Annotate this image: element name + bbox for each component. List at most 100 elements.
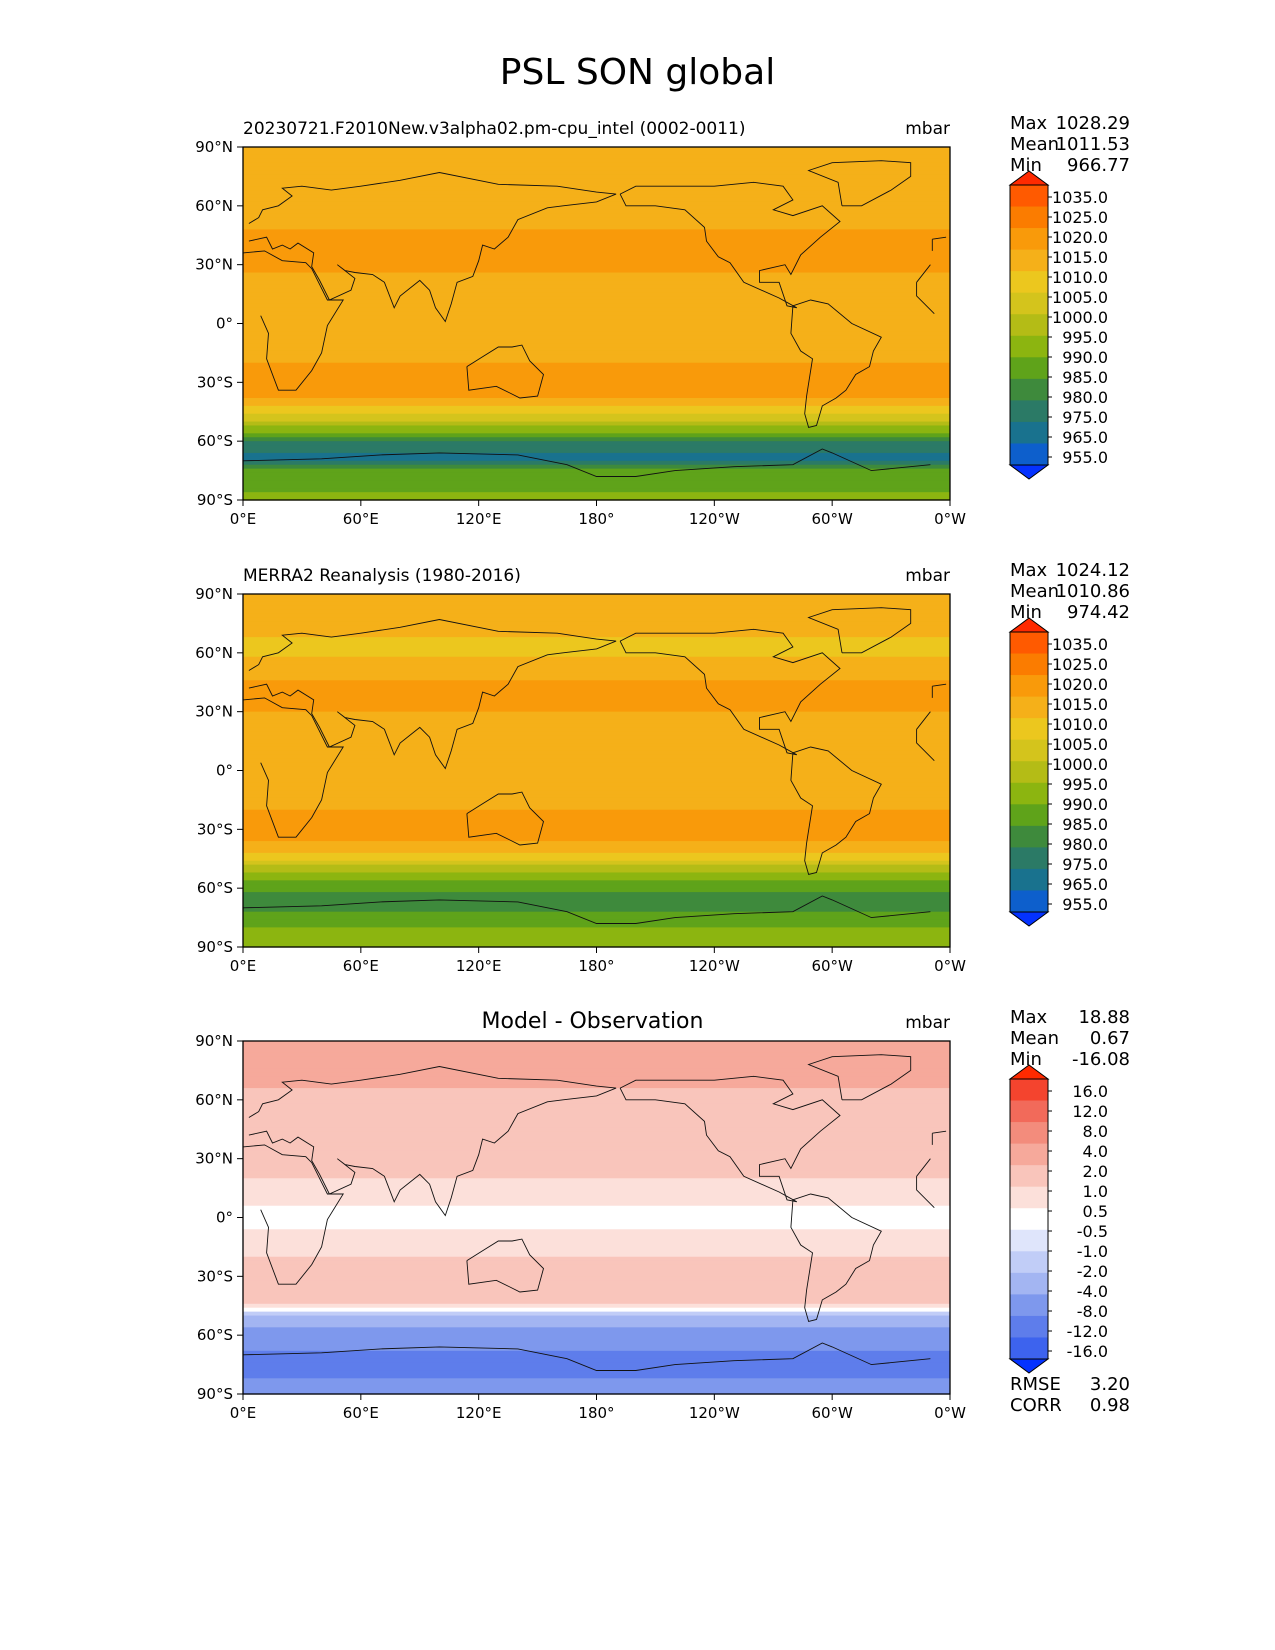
panel-model: 20230721.F2010New.v3alpha02.pm-cpu_intel… [0,110,1275,580]
model-map-colorbar-segment [1010,335,1048,358]
difference-map-band [243,1343,950,1348]
difference-map-ytick-label: 0° [216,1209,233,1227]
observation-map-band [243,837,950,842]
observation-map-band [243,860,950,866]
observation-map-colorbar-label: 975.0 [1062,855,1108,874]
observation-map-band [243,766,950,772]
difference-map-band [243,1150,950,1156]
observation-map-band [243,750,950,756]
observation-map-band [243,852,950,858]
model-map-colorbar-label: 955.0 [1062,448,1108,467]
observation-map-band [243,911,950,917]
observation-map-band [243,743,950,748]
difference-map-colorbar-label: 1.0 [1083,1182,1108,1201]
observation-map-coastline [619,628,841,756]
model-map-coastline [466,344,545,399]
difference-map-band [243,1135,950,1140]
difference-map-band [243,1225,950,1230]
observation-map-band [243,805,950,811]
difference-map-colorbar-segment [1010,1315,1048,1338]
model-map-band [243,225,950,230]
observation-map-band [243,892,950,897]
model-map-coastline [619,181,841,309]
difference-map-coastlines [242,1054,947,1371]
difference-map-coastline [807,1054,912,1101]
observation-map-ytick-label: 0° [216,762,233,780]
model-map-band [243,319,950,325]
model-map-stat-label-2: Min [1010,155,1042,176]
model-map-band [243,264,950,270]
difference-map-ytick-label: 90°S [197,1385,233,1403]
observation-map-band [243,794,950,799]
difference-map-band [243,1091,950,1097]
model-map-colorbar-bottom-extension [1008,464,1050,480]
difference-map-xtick-label: 60°E [343,1404,379,1422]
model-map-band [243,288,950,293]
model-map-band [243,256,950,262]
model-map-band [243,229,950,234]
model-map-band [243,233,950,238]
model-map-band [243,468,950,474]
difference-map-ytick-label: 60°N [195,1091,233,1109]
observation-map-band [243,711,950,717]
observation-map-band [243,813,950,819]
observation-map-coastline [248,619,947,770]
difference-map-band [243,1268,950,1274]
observation-map-band [243,605,950,611]
observation-map-colorbar-segment [1010,739,1048,762]
model-map-band [243,154,950,160]
observation-map-colorbar-label: 965.0 [1062,875,1108,894]
model-map-band [243,492,950,497]
observation-map-xtick-label: 0°W [934,957,966,975]
observation-map-ytick-label: 90°N [195,585,233,603]
observation-map-band [243,699,950,705]
model-map-band [243,292,950,297]
observation-map-band [243,597,950,603]
model-map-band [243,241,950,246]
observation-map-coastline [466,791,545,846]
model-map-xtick-label: 120°E [456,510,502,528]
difference-map-band [243,1193,950,1199]
model-map-band [243,390,950,395]
difference-map-colorbar-segment [1010,1251,1048,1274]
observation-map-band [243,774,950,779]
observation-map-band [243,746,950,752]
difference-map-ytick-label: 90°N [195,1032,233,1050]
model-map-coastline [242,448,931,477]
difference-map-stat-label-0: Max [1010,1007,1048,1028]
model-map-colorbar-segment [1010,443,1048,466]
observation-map-units: mbar [905,566,950,586]
difference-map-ytick-label: 30°N [195,1150,233,1168]
difference-map-band [243,1209,950,1215]
observation-map-coastline [242,895,931,924]
difference-map-band [243,1088,950,1093]
difference-map-xtick-label: 0°W [934,1404,966,1422]
observation-map-band [243,809,950,815]
observation-map-band [243,617,950,623]
observation-map-band [243,703,950,709]
model-map-band [243,237,950,242]
model-map-band [243,162,950,168]
model-map-colorbar-segment [1010,271,1048,294]
model-map-band [243,276,950,281]
difference-map-band [243,1186,950,1191]
model-map-band [243,456,950,462]
observation-map-band [243,723,950,728]
observation-map-ytick-label: 90°S [197,938,233,956]
model-map-band [243,488,950,493]
difference-map-band [243,1170,950,1175]
difference-map-stat-value-0: 18.88 [1078,1007,1130,1028]
difference-map-colorbar-label: -16.0 [1067,1342,1108,1361]
observation-map-xtick-label: 120°W [689,957,740,975]
difference-map-band [243,1378,950,1383]
difference-map-coastline [466,1238,545,1293]
observation-map-band [243,731,950,736]
difference-map-band [243,1119,950,1124]
observation-map-band [243,660,950,666]
observation-map-colorbar-segment [1010,718,1048,741]
difference-map-band [243,1142,950,1148]
model-map-band [243,445,950,450]
model-map-band [243,429,950,434]
model-map-ytick-label: 0° [216,315,233,333]
model-map-ytick-label: 90°S [197,491,233,509]
